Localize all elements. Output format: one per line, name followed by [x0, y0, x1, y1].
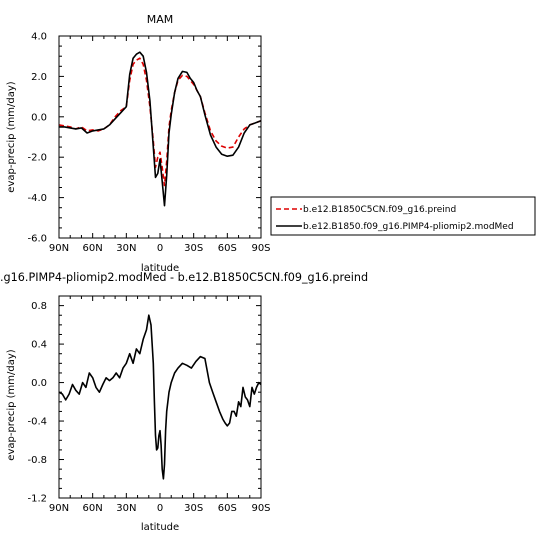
bottom-plot-area: 90N 60N 30N 0 30S 60S 90S -1.2 -0.8 -0.4 0.0 0.4 0.8	[27, 295, 271, 514]
bottom-y-axis-label: evap-precip (mm/day)	[6, 349, 17, 460]
top-x-tick-label: 30N	[116, 243, 136, 254]
bottom-x-tick-label: 30N	[116, 503, 136, 514]
top-y-tick-label: 4.0	[31, 32, 47, 43]
top-y-tick-label: 2.0	[31, 72, 47, 83]
top-x-tick-label: 60S	[218, 243, 237, 254]
top-x-tick-label: 30S	[184, 243, 203, 254]
top-x-tick-label: 60N	[83, 243, 103, 254]
top-y-tick-label: -4.0	[27, 193, 47, 204]
bottom-x-tick-label: 30S	[184, 503, 203, 514]
top-panel: MAM evap-precip (mm/day) latitude 90N 60N…	[6, 13, 271, 274]
bottom-panel: .g16.PIMP4-pliomip2.modMed - b.e12.B1850…	[0, 271, 368, 533]
top-y-tick-label: -2.0	[27, 153, 47, 164]
bottom-y-tick-label: 0.8	[31, 301, 47, 312]
legend-box	[270, 196, 536, 236]
top-x-tick-label: 0	[157, 243, 163, 254]
bottom-plot-frame	[58, 295, 262, 499]
bottom-series-line-0	[58, 314, 262, 480]
bottom-x-tick-label: 0	[157, 503, 163, 514]
top-plot-area: 90N 60N 30N 0 30S 60S 90S -6.0 -4.0 -2.0 0.0 2.0 4.0	[27, 32, 270, 255]
legend: b.e12.B1850C5CN.f09_g16.preind b.e12.B18…	[270, 196, 536, 236]
bottom-x-tick-label: 60N	[83, 503, 103, 514]
top-series-line-0	[58, 57, 262, 187]
bottom-y-tick-label: -1.2	[27, 494, 47, 505]
bottom-y-tick-label: 0.4	[31, 340, 47, 351]
legend-label-preind: b.e12.B1850C5CN.f09_g16.preind	[303, 205, 456, 215]
legend-label-modmed: b.e12.B1850.f09_g16.PIMP4-pliomip2.modMe…	[303, 222, 514, 232]
top-plot-frame	[58, 35, 262, 239]
top-y-tick-label: -6.0	[27, 234, 47, 245]
top-y-tick-label: 0.0	[31, 112, 47, 123]
bottom-title: .g16.PIMP4-pliomip2.modMed - b.e12.B1850…	[0, 271, 368, 284]
bottom-y-tick-label: -0.4	[27, 417, 47, 428]
top-x-axis-label: latitude	[141, 263, 179, 274]
bottom-x-tick-label: 60S	[218, 503, 237, 514]
bottom-x-tick-label: 90S	[251, 503, 270, 514]
top-title: MAM	[147, 13, 174, 26]
top-x-tick-label: 90S	[251, 243, 270, 254]
bottom-x-tick-label: 90N	[49, 503, 69, 514]
top-y-axis-label: evap-precip (mm/day)	[6, 81, 17, 192]
bottom-x-axis-label: latitude	[141, 522, 179, 533]
bottom-y-tick-label: 0.0	[31, 378, 47, 389]
top-x-tick-label: 90N	[49, 243, 69, 254]
top-series-line-1	[59, 51, 262, 207]
bottom-y-tick-label: -0.8	[27, 455, 47, 466]
